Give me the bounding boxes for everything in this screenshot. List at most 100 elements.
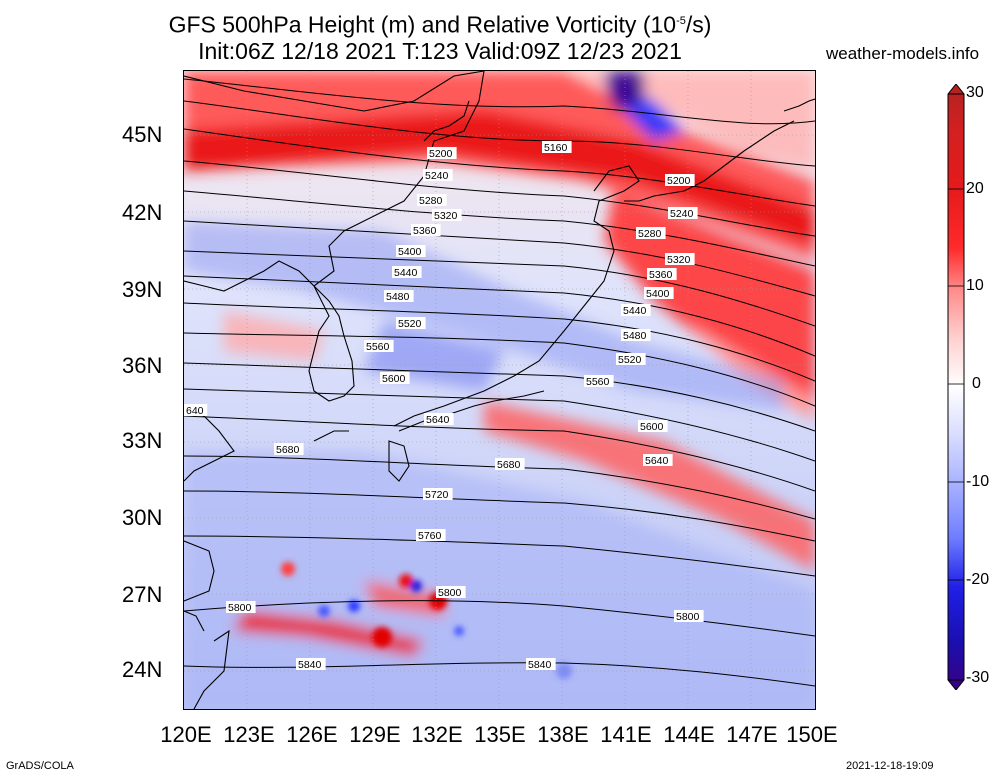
contour-label: 5440: [623, 305, 647, 317]
contour-label: 5200: [429, 148, 453, 160]
contour-label-bg: [436, 586, 466, 598]
contour-label-bg: [274, 443, 304, 455]
contour-label: 5680: [276, 444, 300, 456]
contour-label-bg: [364, 340, 394, 352]
contour-label: 5280: [419, 195, 443, 207]
contour-label: 5280: [638, 228, 662, 240]
contour-label-bg: [674, 610, 704, 622]
contour-label: 640: [186, 405, 204, 417]
lon-label-141e: 141E: [600, 722, 652, 747]
contour-label: 5480: [623, 330, 647, 342]
colorbar-label-m30: -30: [966, 669, 990, 686]
contour-label-bg: [643, 454, 673, 466]
colorbar-label-m20: -20: [966, 571, 990, 588]
colorbar-gradient: [947, 83, 965, 691]
lon-label-144e: 144E: [663, 722, 715, 747]
contour-label: 5640: [426, 414, 450, 426]
contour-label: 5560: [366, 341, 390, 353]
contour-label: 5680: [497, 459, 521, 471]
contour-label-bg: [417, 194, 447, 206]
contour-label-bg: [665, 253, 695, 265]
colorbar-label-20: 20: [966, 180, 984, 197]
site-name: weather-models.info: [826, 44, 980, 63]
contour-label-bg: [668, 207, 698, 219]
vorticity-map: 5200 5160 5240 5200 5280 5240 5320 5360 5280 5400…: [183, 70, 816, 710]
contour-label: 5720: [425, 489, 449, 501]
contour-label: 5760: [418, 530, 442, 542]
contour-label-bg: [644, 287, 674, 299]
contour-label-bg: [621, 329, 651, 341]
contour-label-bg: [432, 209, 462, 221]
contour-label: 5840: [528, 659, 552, 671]
lon-label-120e: 120E: [160, 722, 212, 747]
contour-label: 5400: [646, 288, 670, 300]
contour-label: 5400: [398, 246, 422, 258]
contour-label-bg: [423, 488, 453, 500]
contour-label-bg: [411, 224, 441, 236]
colorbar-svg: [947, 83, 965, 691]
contour-label-bg: [636, 227, 666, 239]
lat-label-27n: 27N: [122, 582, 163, 607]
contour-label: 5160: [544, 142, 568, 154]
lon-label-132e: 132E: [411, 722, 463, 747]
contour-label: 5560: [586, 376, 610, 388]
lon-label-138e: 138E: [537, 722, 589, 747]
lat-label-39n: 39N: [122, 277, 163, 302]
colorbar: [946, 83, 966, 695]
lat-label-33n: 33N: [122, 428, 163, 453]
lat-label-36n: 36N: [122, 353, 163, 378]
contour-label: 5440: [394, 267, 418, 279]
contour-label-bg: [184, 404, 208, 416]
colorbar-label-0: 0: [972, 375, 981, 392]
footer-credit: GrADS/COLA: [6, 760, 74, 772]
contour-labels: 5200 5160 5240 5200 5280 5240 5320 5360 5280 5400…: [184, 141, 704, 671]
contour-label-bg: [621, 304, 651, 316]
contour-label: 5600: [640, 421, 664, 433]
colorbar-label-m10: -10: [966, 473, 990, 490]
contour-label-bg: [226, 601, 256, 613]
lon-label-150e: 150E: [786, 722, 838, 747]
contour-label-bg: [665, 174, 695, 186]
lat-label-42n: 42N: [122, 200, 163, 225]
contour-label-bg: [526, 658, 556, 670]
contour-label-bg: [638, 420, 668, 432]
contour-label-bg: [647, 268, 677, 280]
contour-label-bg: [296, 658, 326, 670]
contour-label: 5320: [434, 210, 458, 222]
lon-label-123e: 123E: [223, 722, 275, 747]
contour-label: 5200: [667, 175, 691, 187]
contour-label: 5800: [438, 587, 462, 599]
contour-label: 5240: [425, 170, 449, 182]
contour-label: 5520: [398, 318, 422, 330]
contour-label-bg: [384, 290, 414, 302]
lat-label-24n: 24N: [122, 657, 163, 682]
contour-label: 5840: [298, 659, 322, 671]
footer-timestamp: 2021-12-18-19:09: [846, 760, 934, 772]
lat-label-30n: 30N: [122, 505, 163, 530]
lon-label-147e: 147E: [726, 722, 778, 747]
contour-label-bg: [392, 266, 422, 278]
vorticity-spots: [281, 562, 572, 679]
contour-label: 5800: [228, 602, 252, 614]
contour-label: 5240: [670, 208, 694, 220]
lon-label-129e: 129E: [349, 722, 401, 747]
chart-title-line1: GFS 500hPa Height (m) and Relative Vorti…: [168, 11, 712, 38]
colorbar-label-30: 30: [966, 84, 984, 101]
contour-label: 5320: [667, 254, 691, 266]
contour-label-bg: [380, 372, 410, 384]
lon-label-126e: 126E: [286, 722, 338, 747]
contour-label: 5800: [676, 611, 700, 623]
colorbar-label-10: 10: [966, 277, 984, 294]
map-svg: 5200 5160 5240 5200 5280 5240 5320 5360 5280 5400…: [184, 71, 815, 709]
contour-label-bg: [423, 169, 453, 181]
contour-label-bg: [416, 529, 446, 541]
contour-label-bg: [396, 245, 426, 257]
contour-label: 5360: [413, 225, 437, 237]
lat-label-45n: 45N: [122, 122, 163, 147]
contour-label-bg: [495, 458, 525, 470]
contour-label-bg: [427, 147, 457, 159]
contour-label: 5520: [618, 354, 642, 366]
contour-label-bg: [616, 353, 646, 365]
contour-label-bg: [584, 375, 614, 387]
contour-label: 5360: [649, 269, 673, 281]
